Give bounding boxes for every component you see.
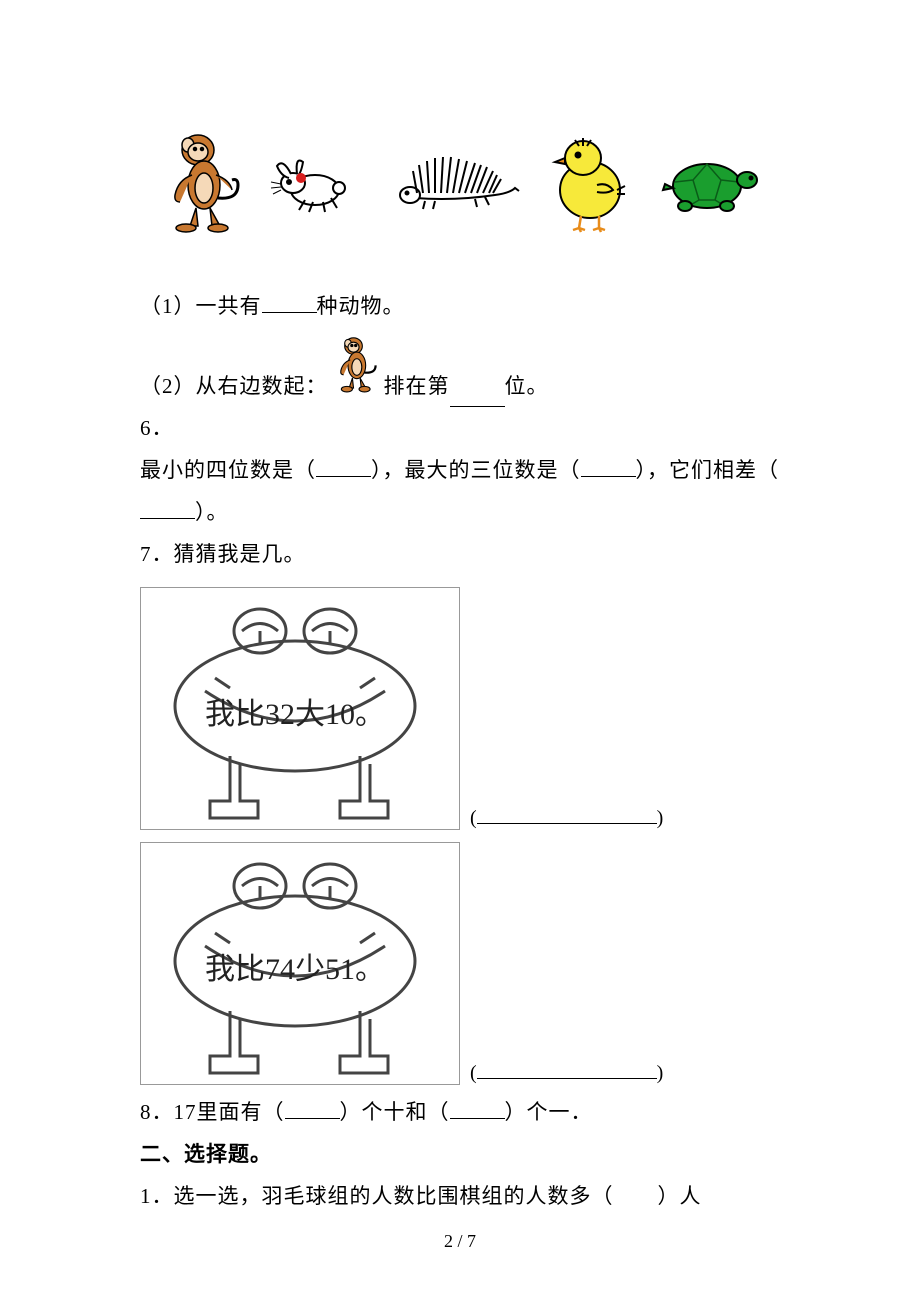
q5-line2: （2）从右边数起： 排在第 位。 — [140, 335, 810, 407]
inline-monkey-image — [332, 335, 380, 407]
q6-a: 最小的四位数是（ — [140, 458, 316, 482]
q5-1-blank[interactable] — [262, 292, 317, 313]
paren-open2: ( — [470, 1062, 477, 1085]
frog2-image: 我比74少51。 — [140, 842, 460, 1085]
q6-d: ）。 — [195, 500, 229, 524]
frog1-blank[interactable] — [477, 804, 657, 824]
q7-title: 7．猜猜我是几。 — [140, 533, 810, 575]
hedgehog-image — [385, 143, 525, 223]
q5-2-blank[interactable] — [450, 386, 505, 407]
frog1-text: 我比32大10。 — [205, 698, 385, 731]
q6-blank3[interactable] — [140, 498, 195, 519]
paren-close: ) — [657, 807, 664, 830]
paren-close2: ) — [657, 1062, 664, 1085]
monkey-image — [160, 130, 245, 235]
q6-line: 最小的四位数是（ ），最大的三位数是（ ），它们相差（ ）。 — [140, 449, 810, 533]
q6-c: ），它们相差（ — [636, 458, 780, 482]
q5-line1: （1）一共有 种动物。 — [140, 285, 810, 327]
q5-1-text-a: （1）一共有 — [140, 294, 262, 318]
q5-2-text-a: （2）从右边数起： — [140, 365, 328, 407]
q6-number: 6． — [140, 407, 810, 449]
section2-title: 二、选择题。 — [140, 1133, 810, 1175]
q5-1-text-b: 种动物。 — [317, 294, 405, 318]
animals-row — [160, 130, 810, 235]
q8-a: 8．17里面有（ — [140, 1100, 285, 1124]
frog2-answer: () — [470, 1059, 663, 1085]
frog1-answer: () — [470, 804, 663, 830]
q6-blank1[interactable] — [316, 456, 371, 477]
q5-2-text-c: 位。 — [505, 365, 549, 407]
frog1-image: 我比32大10。 — [140, 587, 460, 830]
frog2-container: 我比74少51。 () — [140, 842, 810, 1085]
q8-blank1[interactable] — [285, 1098, 340, 1119]
turtle-image — [655, 148, 760, 218]
frog2-blank[interactable] — [477, 1059, 657, 1079]
page-number: 2 / 7 — [0, 1231, 920, 1252]
rabbit-image — [265, 148, 365, 218]
q8-b: ）个十和（ — [340, 1100, 450, 1124]
frog2-text: 我比74少51。 — [205, 953, 385, 986]
frog1-container: 我比32大10。 () — [140, 587, 810, 830]
q6-b: ），最大的三位数是（ — [371, 458, 581, 482]
q8-line: 8．17里面有（ ）个十和（ ）个一． — [140, 1091, 810, 1133]
q8-c: ）个一． — [505, 1100, 593, 1124]
paren-open: ( — [470, 807, 477, 830]
q5-2-text-b: 排在第 — [384, 365, 450, 407]
q8-blank2[interactable] — [450, 1098, 505, 1119]
section2-q1: 1．选一选，羽毛球组的人数比围棋组的人数多（ ）人 — [140, 1175, 810, 1217]
chick-image — [545, 130, 635, 235]
q6-blank2[interactable] — [581, 456, 636, 477]
